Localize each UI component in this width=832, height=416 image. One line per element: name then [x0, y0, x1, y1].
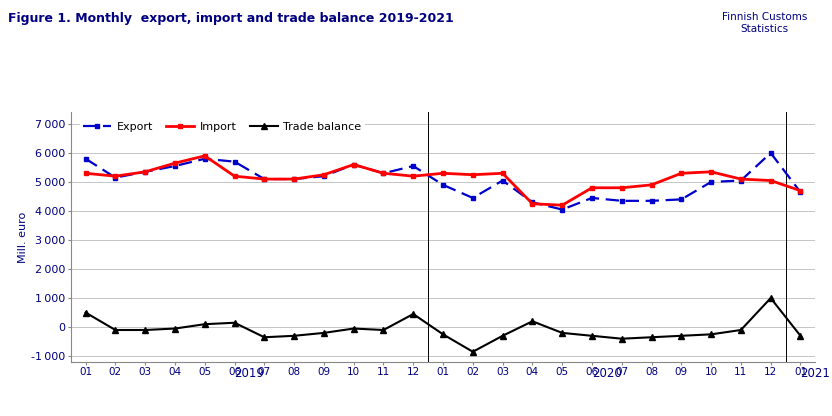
Text: 2021: 2021 [800, 367, 830, 380]
Legend: Export, Import, Trade balance: Export, Import, Trade balance [80, 118, 364, 135]
Text: Finnish Customs
Statistics: Finnish Customs Statistics [721, 12, 807, 34]
Text: 2020: 2020 [592, 367, 622, 380]
Y-axis label: Mill. euro: Mill. euro [18, 211, 28, 263]
Text: Figure 1. Monthly  export, import and trade balance 2019-2021: Figure 1. Monthly export, import and tra… [8, 12, 454, 25]
Text: 2019: 2019 [235, 367, 265, 380]
